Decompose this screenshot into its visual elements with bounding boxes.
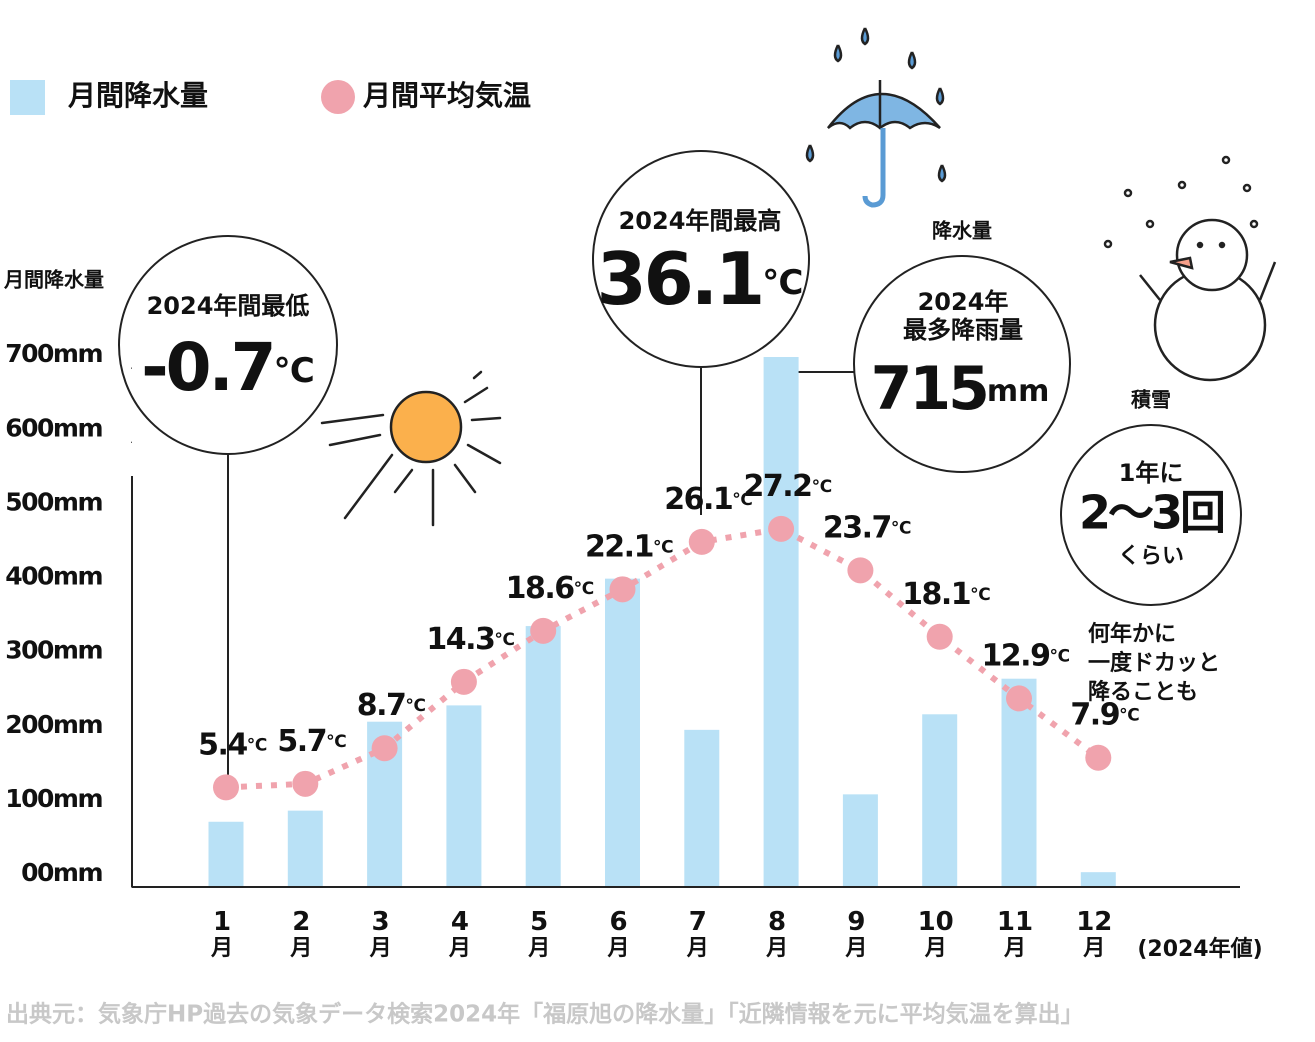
y-axis-title: 月間降水量 [3,268,104,292]
x-note: (2024年値) [1137,936,1262,962]
value-label: 27.2℃ [744,468,832,503]
callout-unit: ℃ [762,263,803,303]
value-label: 5.4℃ [198,727,267,762]
legend-label: 月間平均気温 [362,79,531,112]
y-tick-label: 200mm [5,710,102,739]
point [768,515,795,542]
bar [208,821,244,887]
bar [525,626,561,887]
value-label: 7.9℃ [1070,697,1139,732]
legend-swatch [10,80,45,115]
bar [287,810,323,887]
callout-value: 36.1℃ [597,237,804,321]
y-tick-label: 100mm [5,784,102,813]
value-label: 14.3℃ [426,621,514,656]
bar [1001,678,1037,887]
note: 何年かに [1088,621,1176,647]
bar [1080,872,1116,887]
callout-number: 2〜3回 [1079,486,1223,540]
callout-title: 2024年間最低 [147,292,310,320]
callout-number: 36.1 [597,237,763,321]
value-label: 22.1℃ [585,529,673,564]
point [688,528,715,555]
callout-circle [853,255,1071,473]
umbrella [805,27,947,208]
y-tick-label: 600mm [5,413,102,442]
value-label: 26.1℃ [664,481,752,516]
y-tick-label: 300mm [5,636,102,665]
y-tick-label: 500mm [5,487,102,516]
bar [605,578,640,887]
callout-title: 2024年間最高 [619,207,782,235]
callout-unit: ℃ [274,351,315,391]
callout-circle [592,150,810,368]
value-label: 18.6℃ [506,570,594,605]
callout-title: 最多降雨量 [903,316,1023,344]
callout-value: 715mm [871,354,1050,424]
source: 出典元：気象庁HP過去の気象データ検索2024年「福原旭の降水量」「近隣情報を元… [6,1001,1084,1028]
x-tick-label: 10 月 [918,907,954,962]
callout-title: 2024年 [918,288,1009,316]
callout-circle [118,235,338,455]
callout-unit: mm [987,374,1050,409]
value-label: 12.9℃ [981,638,1069,673]
note: 一度ドカッと [1088,650,1220,676]
x-tick-label: 12 月 [1076,907,1112,962]
callout-number: 715 [871,354,987,424]
point [292,770,319,797]
callout-circle [1060,424,1242,606]
bar [763,357,799,888]
callout-header: 降水量 [932,219,992,243]
callout-title: くらい [1118,544,1184,569]
value-label: 8.7℃ [357,688,426,723]
plot: 00mm 100mm 200mm 300mm 400mm 500mm 600mm 700mm 5… [5,339,1240,961]
callout-header: 積雪 [1131,388,1171,412]
line [225,525,1101,791]
x-tick-label: 11 月 [997,907,1033,962]
value-label: 5.7℃ [277,723,346,758]
value-label: 18.1℃ [902,576,990,611]
point [450,668,477,695]
point [371,735,398,762]
callout-number: -0.7 [141,329,273,406]
point [609,576,636,603]
y-tick-label: 700mm [5,339,102,368]
point [926,623,953,650]
snowman [1103,155,1277,382]
value-label: 23.7℃ [823,510,911,545]
legend-swatch [321,80,355,114]
bar [922,714,958,887]
point [1006,685,1032,712]
bar [446,705,482,887]
bar [842,794,878,887]
point [530,617,557,644]
point [847,557,874,584]
callout-value: -0.7℃ [141,329,314,406]
legend-label: 月間降水量 [67,79,208,112]
point [213,774,239,801]
y-tick-label: 400mm [5,562,102,591]
bar [684,729,720,887]
callout-title: 1年に [1119,459,1184,487]
y-tick-label: 00mm [21,858,102,887]
point [1085,744,1112,771]
sun [320,370,502,527]
note: 降ることも [1088,680,1198,705]
